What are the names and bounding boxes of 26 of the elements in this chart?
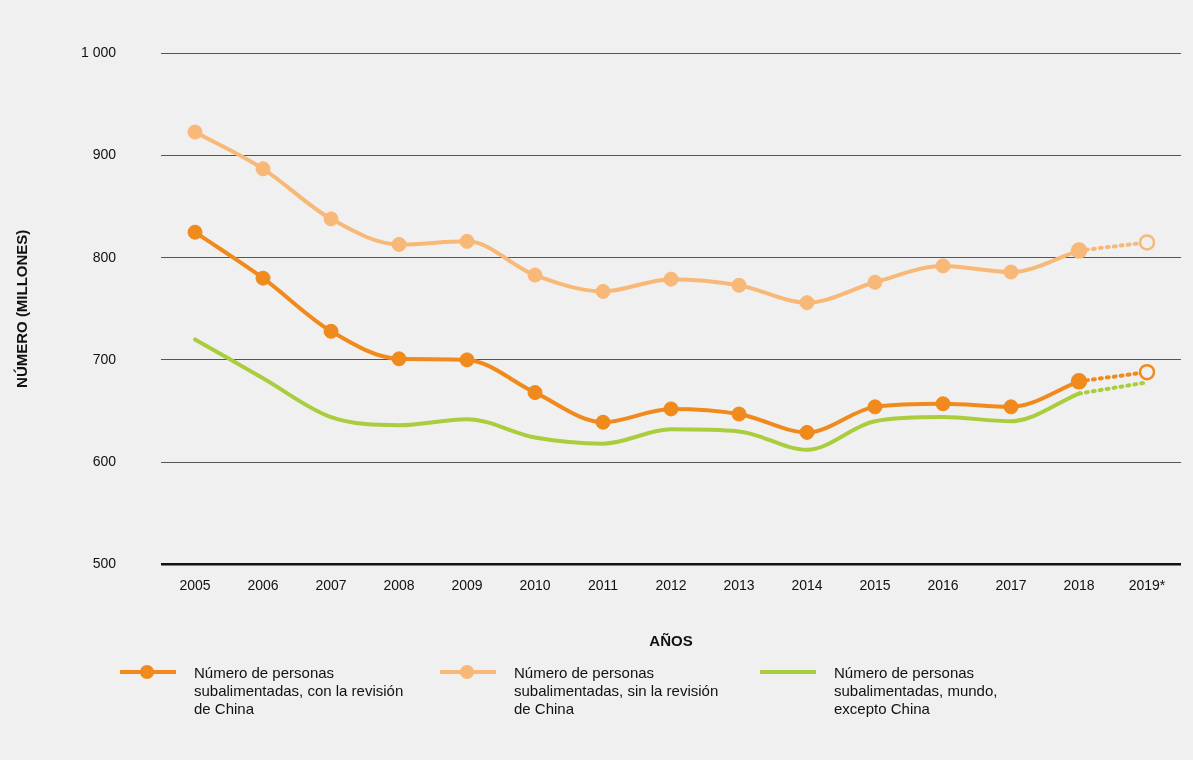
y-axis-title: NÚMERO (MILLONES) [13,229,31,388]
legend-label: Número de personas subalimentadas, sin la revisión de China [514,664,720,718]
x-axis-title: AÑOS [649,632,693,650]
x-tick-label: 2009 [451,577,483,594]
legend-label: Número de personas subalimentadas, mundo, excepto China [834,664,999,718]
y-tick-label: 600 [92,452,117,469]
x-tick-label: 2017 [995,577,1027,594]
x-tick-label: 2008 [383,577,415,594]
y-tick-label: 800 [92,248,117,265]
x-tick-label: 2015 [859,577,891,594]
x-tick-label: 2018 [1063,577,1095,594]
x-tick-label: 2006 [247,577,279,594]
x-tick-label: 2019* [1128,577,1166,594]
x-tick-label: 2013 [723,577,755,594]
y-tick-label: 700 [92,350,117,367]
x-tick-label: 2007 [315,577,347,594]
x-tick-label: 2011 [587,577,619,594]
y-tick-label: 1 000 [80,44,117,61]
x-tick-label: 2010 [519,577,551,594]
x-tick-label: 2005 [179,577,211,594]
x-tick-label: 2014 [791,577,823,594]
x-tick-label: 2016 [927,577,959,594]
y-tick-label: 900 [92,146,117,163]
x-tick-label: 2012 [655,577,687,594]
legend-label: Número de personas subalimentadas, con la revisión de China [194,664,405,718]
y-tick-label: 500 [92,555,117,572]
